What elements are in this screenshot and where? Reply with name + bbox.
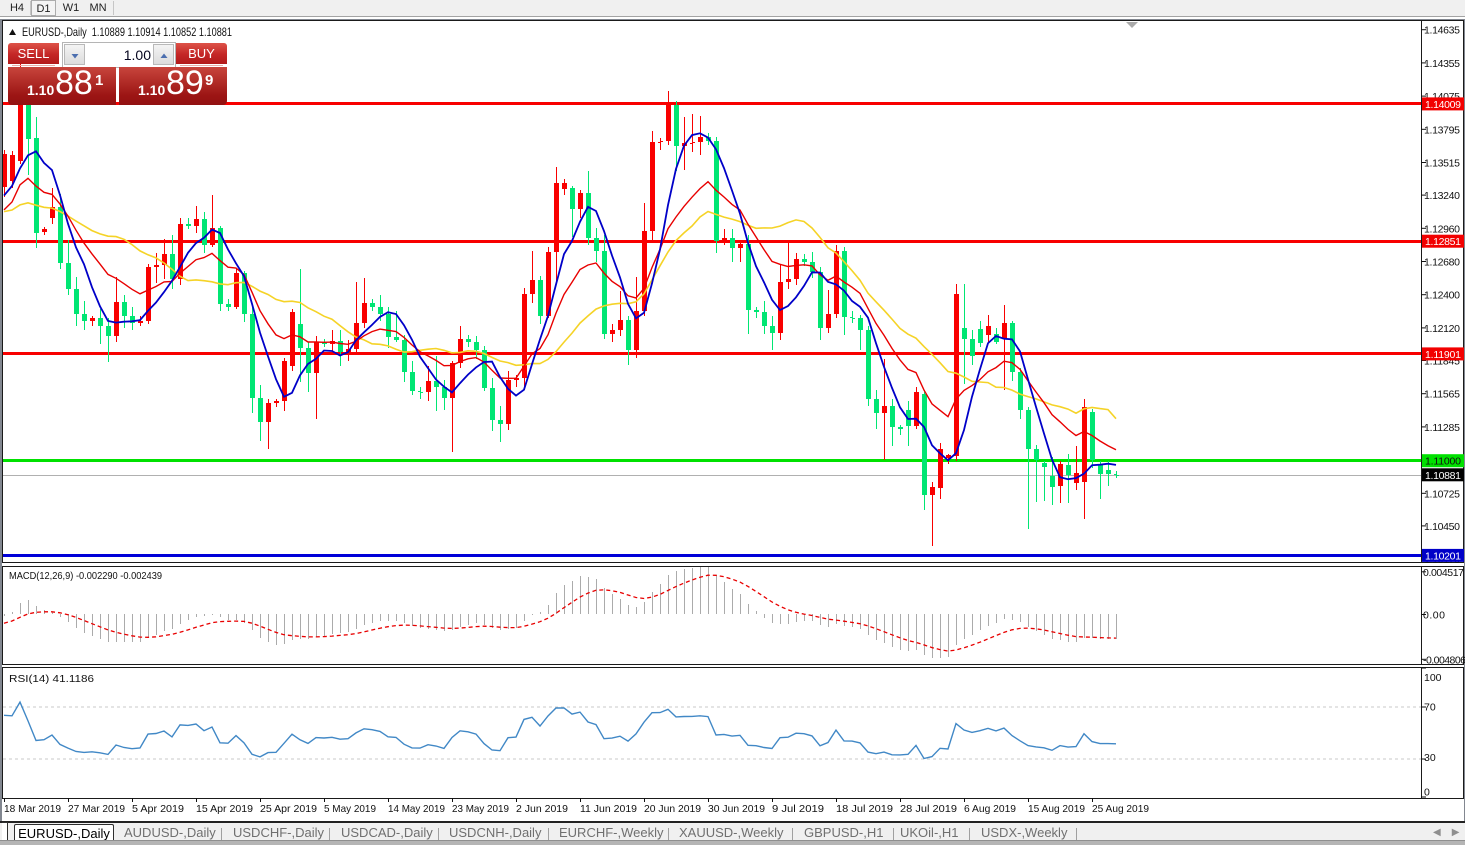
svg-text:27 Mar 2019: 27 Mar 2019 bbox=[68, 803, 125, 815]
svg-text:MACD(12,26,9) -0.002290 -0.002: MACD(12,26,9) -0.002290 -0.002439 bbox=[9, 570, 162, 582]
svg-text:70: 70 bbox=[1424, 702, 1436, 714]
svg-text:6 Aug 2019: 6 Aug 2019 bbox=[964, 803, 1016, 815]
svg-text:1.11285: 1.11285 bbox=[1424, 422, 1460, 434]
svg-text:14 May 2019: 14 May 2019 bbox=[388, 803, 445, 815]
svg-text:1.12400: 1.12400 bbox=[1424, 290, 1460, 302]
svg-text:0: 0 bbox=[1424, 787, 1430, 799]
svg-text:1.10450: 1.10450 bbox=[1424, 521, 1460, 533]
svg-text:EURUSD-,Daily 1.10889 1.10914: EURUSD-,Daily 1.10889 1.10914 1.10852 1.… bbox=[22, 25, 232, 39]
svg-text:2 Jun 2019: 2 Jun 2019 bbox=[516, 803, 568, 815]
svg-text:30 Jun 2019: 30 Jun 2019 bbox=[708, 803, 765, 815]
svg-text:1.12851: 1.12851 bbox=[1425, 236, 1461, 248]
svg-text:1.13795: 1.13795 bbox=[1424, 124, 1460, 136]
svg-text:1.11901: 1.11901 bbox=[1425, 349, 1461, 361]
svg-text:0.00: 0.00 bbox=[1423, 610, 1445, 622]
svg-text:18 Mar 2019: 18 Mar 2019 bbox=[4, 803, 61, 815]
svg-text:15 Apr 2019: 15 Apr 2019 bbox=[196, 803, 253, 815]
svg-text:23 May 2019: 23 May 2019 bbox=[452, 803, 509, 815]
svg-text:1.14355: 1.14355 bbox=[1424, 58, 1460, 70]
svg-text:15 Aug 2019: 15 Aug 2019 bbox=[1028, 803, 1085, 815]
svg-text:28 Jul 2019: 28 Jul 2019 bbox=[900, 803, 957, 815]
svg-text:5 May 2019: 5 May 2019 bbox=[324, 803, 376, 815]
svg-text:1.12120: 1.12120 bbox=[1424, 323, 1460, 335]
svg-text:30: 30 bbox=[1424, 752, 1436, 764]
svg-text:1.14009: 1.14009 bbox=[1425, 99, 1461, 111]
svg-text:1.12680: 1.12680 bbox=[1424, 257, 1460, 269]
svg-text:1.13515: 1.13515 bbox=[1424, 158, 1460, 170]
svg-text:5 Apr 2019: 5 Apr 2019 bbox=[132, 803, 184, 815]
svg-text:1.13240: 1.13240 bbox=[1424, 190, 1460, 202]
svg-text:11 Jun 2019: 11 Jun 2019 bbox=[580, 803, 637, 815]
svg-text:1.10201: 1.10201 bbox=[1425, 550, 1461, 562]
svg-text:100: 100 bbox=[1424, 672, 1442, 684]
svg-text:25 Aug 2019: 25 Aug 2019 bbox=[1092, 803, 1149, 815]
svg-text:-0.004806: -0.004806 bbox=[1423, 654, 1465, 666]
svg-text:9 Jul 2019: 9 Jul 2019 bbox=[772, 803, 824, 815]
svg-text:1.11565: 1.11565 bbox=[1424, 389, 1460, 401]
svg-text:1.11000: 1.11000 bbox=[1425, 456, 1461, 468]
svg-text:1.14635: 1.14635 bbox=[1424, 25, 1460, 37]
svg-text:25 Apr 2019: 25 Apr 2019 bbox=[260, 803, 317, 815]
svg-text:20 Jun 2019: 20 Jun 2019 bbox=[644, 803, 701, 815]
svg-text:0.004517: 0.004517 bbox=[1423, 567, 1464, 579]
svg-text:1.10881: 1.10881 bbox=[1425, 470, 1461, 482]
svg-text:1.12960: 1.12960 bbox=[1424, 223, 1460, 235]
svg-text:RSI(14) 41.1186: RSI(14) 41.1186 bbox=[9, 673, 94, 685]
svg-text:1.10725: 1.10725 bbox=[1424, 488, 1460, 500]
svg-text:18 Jul 2019: 18 Jul 2019 bbox=[836, 803, 893, 815]
